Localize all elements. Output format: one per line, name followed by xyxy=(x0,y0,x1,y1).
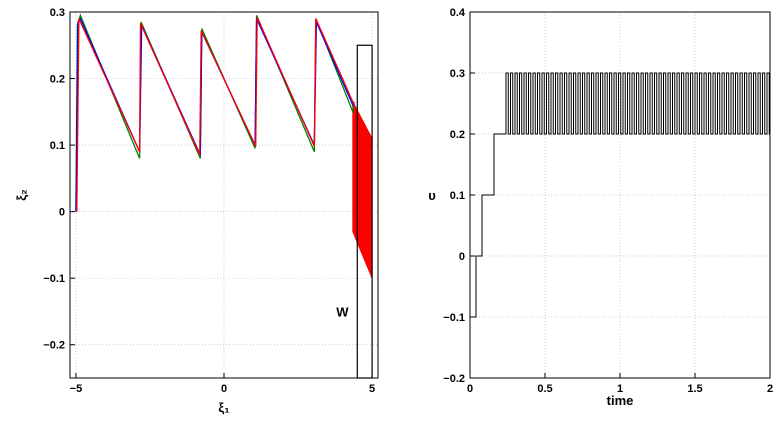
region-w-label: W xyxy=(336,304,349,319)
control-plot-xlabel: time xyxy=(607,393,634,408)
x-tick-label: 0.5 xyxy=(537,383,552,395)
trajectory-line xyxy=(75,13,355,212)
phase-plot-grid xyxy=(70,11,378,378)
trajectory-line xyxy=(75,17,355,212)
y-tick-label: −0.1 xyxy=(443,312,465,324)
control-plot-data xyxy=(470,72,770,318)
x-tick-label: 0 xyxy=(467,383,473,395)
x-tick-label: 1 xyxy=(617,383,623,395)
control-plot-ticks: 0 0.5 1 1.5 2 −0.2 −0.1 0 0.1 0.2 0.3 0.4 xyxy=(443,7,773,395)
control-plot-grid xyxy=(469,11,771,379)
control-plot: 0 0.5 1 1.5 2 −0.2 −0.1 0 0.1 0.2 0.3 0.4 time υ xyxy=(428,7,773,408)
y-tick-label: −0.1 xyxy=(43,273,65,285)
y-tick-label: −0.2 xyxy=(443,373,465,385)
x-tick-label: 5 xyxy=(369,383,375,395)
trajectory-line xyxy=(76,17,355,212)
phase-plot-ticks: −5 0 5 −0.2 −0.1 0 0.1 0.2 0.3 xyxy=(43,7,375,395)
y-tick-label: 0.1 xyxy=(50,140,65,152)
y-tick-label: 0.3 xyxy=(450,68,465,80)
y-tick-label: 0.2 xyxy=(450,129,465,141)
y-tick-label: 0.4 xyxy=(450,7,466,19)
control-plot-ylabel: υ xyxy=(428,188,436,203)
y-tick-label: −0.2 xyxy=(43,340,65,352)
y-tick-label: 0.3 xyxy=(50,7,65,19)
x-tick-label: 0 xyxy=(221,383,227,395)
x-tick-label: −5 xyxy=(70,383,83,395)
y-tick-label: 0 xyxy=(459,251,465,263)
y-tick-label: 0.2 xyxy=(50,74,65,86)
x-tick-label: 2 xyxy=(767,383,773,395)
y-tick-label: 0 xyxy=(59,207,65,219)
reachable-set-fill xyxy=(352,101,373,279)
x-tick-label: 1.5 xyxy=(687,383,702,395)
phase-plot-ylabel: ξ₂ xyxy=(14,189,29,201)
phase-plot-xlabel: ξ₁ xyxy=(218,400,229,415)
y-tick-label: 0.1 xyxy=(450,190,465,202)
control-signal-line xyxy=(470,72,770,318)
phase-plot: −5 0 5 −0.2 −0.1 0 0.1 0.2 0.3 ξ₁ ξ₂ W xyxy=(14,7,379,415)
